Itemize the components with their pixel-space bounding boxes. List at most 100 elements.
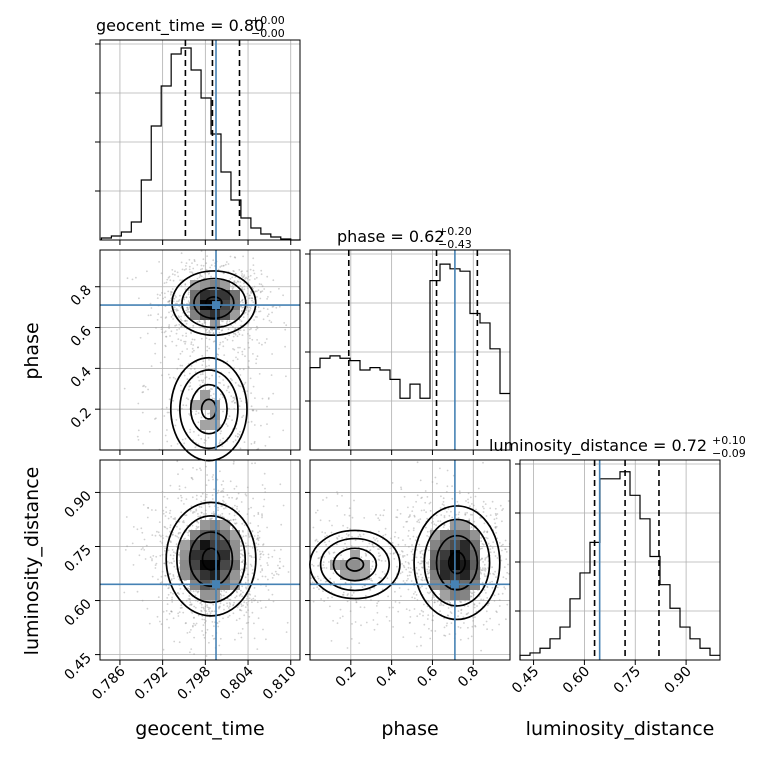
- contour-line: [193, 286, 235, 320]
- scatter-point: [170, 292, 172, 294]
- scatter-point: [472, 504, 475, 507]
- scatter-point: [496, 611, 498, 613]
- scatter-point: [166, 603, 169, 605]
- scatter-point: [286, 621, 289, 624]
- scatter-point: [421, 496, 423, 499]
- xtick-phase: 0.2: [333, 664, 360, 691]
- scatter-point: [282, 565, 285, 568]
- scatter-point: [389, 547, 392, 550]
- scatter-point: [212, 332, 215, 334]
- scatter-point: [169, 335, 171, 337]
- scatter-point: [447, 607, 450, 609]
- scatter-point: [191, 524, 194, 527]
- scatter-point: [196, 264, 199, 266]
- scatter-point: [169, 524, 172, 526]
- scatter-point: [316, 586, 319, 589]
- scatter-point: [480, 569, 483, 572]
- scatter-point: [427, 565, 430, 568]
- scatter-point: [239, 397, 242, 400]
- scatter-point: [236, 497, 239, 499]
- scatter-point: [236, 280, 239, 283]
- scatter-point: [341, 537, 343, 539]
- scatter-point: [253, 587, 256, 589]
- scatter-point: [439, 467, 441, 470]
- scatter-point: [285, 375, 287, 378]
- scatter-point: [234, 518, 237, 521]
- scatter-point: [495, 532, 498, 534]
- scatter-point: [264, 575, 267, 578]
- scatter-point: [419, 518, 422, 520]
- scatter-point: [165, 316, 168, 318]
- hist-bin: [410, 384, 420, 450]
- scatter-point: [223, 608, 225, 611]
- density-cell: [230, 560, 240, 570]
- scatter-point: [212, 603, 215, 606]
- scatter-point: [209, 266, 212, 269]
- scatter-point: [164, 434, 167, 437]
- scatter-point: [247, 532, 250, 535]
- scatter-point: [502, 543, 504, 546]
- scatter-point: [380, 559, 383, 562]
- scatter-point: [211, 494, 214, 497]
- scatter-point: [178, 641, 181, 644]
- hist-step-line: [100, 47, 301, 241]
- scatter-point: [241, 288, 244, 291]
- scatter-point: [497, 593, 500, 596]
- scatter-point: [257, 617, 260, 620]
- density-cell: [340, 570, 350, 580]
- scatter-point: [234, 276, 237, 278]
- scatter-point: [200, 337, 203, 340]
- scatter-point: [161, 491, 164, 493]
- scatter-point: [162, 610, 165, 613]
- scatter-point: [467, 492, 470, 495]
- scatter-point: [228, 513, 231, 515]
- scatter-point: [234, 439, 237, 442]
- scatter-point: [366, 545, 369, 548]
- hist-bin: [380, 370, 390, 450]
- scatter-point: [193, 349, 195, 352]
- scatter-point: [190, 341, 193, 344]
- scatter-point: [197, 434, 200, 437]
- scatter-point: [251, 569, 254, 571]
- scatter-point: [241, 560, 244, 563]
- scatter-point: [240, 400, 243, 402]
- scatter-point: [187, 531, 189, 534]
- hist-bin: [520, 655, 530, 660]
- scatter-point: [241, 553, 244, 556]
- scatter-point: [252, 497, 255, 500]
- scatter-point: [242, 530, 244, 533]
- scatter-point: [467, 605, 469, 608]
- scatter-point: [184, 320, 187, 323]
- scatter-point: [212, 478, 214, 481]
- ytick-phase: 0.8: [68, 282, 95, 309]
- scatter-point: [239, 593, 242, 596]
- scatter-point: [471, 514, 474, 516]
- scatter-point: [387, 595, 389, 598]
- scatter-point: [257, 306, 260, 309]
- scatter-point: [261, 290, 264, 292]
- scatter-point: [404, 561, 407, 563]
- scatter-point: [196, 600, 199, 603]
- scatter-point: [191, 272, 194, 275]
- density-cell: [230, 570, 240, 580]
- scatter-point: [242, 276, 244, 279]
- hist-bin: [560, 627, 570, 660]
- scatter-point: [419, 586, 422, 589]
- contour-line: [171, 270, 257, 337]
- scatter-point: [245, 494, 248, 497]
- scatter-point: [173, 297, 176, 300]
- scatter-point: [416, 520, 419, 523]
- scatter-point: [212, 393, 215, 395]
- density-cell: [220, 540, 230, 550]
- scatter-point: [183, 538, 185, 540]
- scatter-point: [236, 606, 239, 609]
- scatter-point: [219, 653, 222, 656]
- scatter-point: [172, 557, 175, 560]
- scatter-point: [230, 285, 233, 288]
- scatter-point: [223, 354, 226, 356]
- scatter-point: [182, 611, 185, 614]
- scatter-point: [164, 317, 167, 319]
- density-cell: [220, 530, 230, 540]
- scatter-point: [198, 320, 201, 323]
- scatter-point: [312, 600, 315, 603]
